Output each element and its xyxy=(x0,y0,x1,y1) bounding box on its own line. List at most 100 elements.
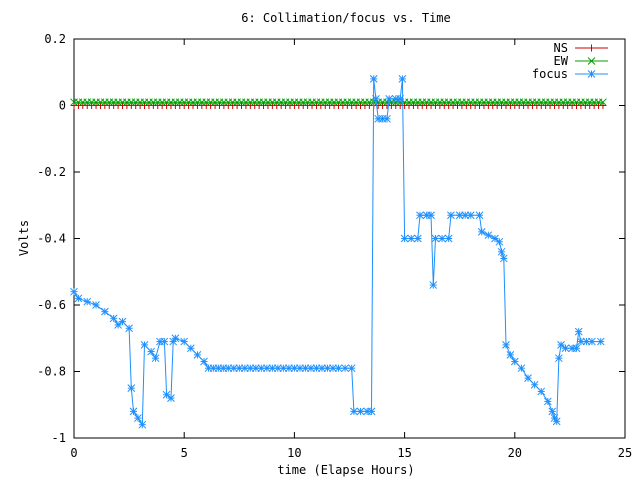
data-point xyxy=(318,364,326,373)
data-point xyxy=(398,75,407,83)
data-point xyxy=(396,94,405,103)
data-point xyxy=(101,307,109,316)
legend-marker xyxy=(587,70,596,78)
series-line-focus xyxy=(73,78,601,427)
legend-marker xyxy=(587,57,596,65)
data-point xyxy=(246,364,255,373)
chart-title: 6: Collimation/focus vs. Time xyxy=(241,11,451,25)
data-point xyxy=(171,334,180,343)
series-ew xyxy=(70,98,607,107)
legend-label: NS xyxy=(554,41,568,55)
data-point xyxy=(129,407,138,416)
legend-item-ew: EW xyxy=(554,54,608,68)
data-point xyxy=(572,344,581,353)
y-tick-label: -0.8 xyxy=(37,365,66,379)
data-point xyxy=(200,357,208,366)
data-point xyxy=(537,387,546,396)
x-axis: 0 5 10 15 20 25 xyxy=(70,39,632,460)
data-point xyxy=(347,364,356,373)
data-point xyxy=(70,287,78,296)
data-point xyxy=(162,390,171,399)
data-point xyxy=(83,297,92,306)
y-tick-label: -0.4 xyxy=(37,232,66,246)
x-axis-title: time (Elapse Hours) xyxy=(277,463,414,477)
legend-item-focus: focus xyxy=(532,67,608,81)
data-point xyxy=(416,211,424,220)
y-axis-title: Volts xyxy=(17,220,31,256)
data-point xyxy=(296,364,304,373)
data-point xyxy=(599,98,607,107)
data-point xyxy=(530,380,539,389)
data-point xyxy=(74,294,83,303)
data-point xyxy=(350,407,358,416)
data-point xyxy=(356,407,365,416)
series-focus xyxy=(70,75,605,429)
data-point xyxy=(510,357,519,366)
y-tick-label: 0.2 xyxy=(44,32,66,46)
x-tick-label: 25 xyxy=(618,446,632,460)
data-point xyxy=(438,234,446,243)
data-point xyxy=(431,234,440,243)
data-point xyxy=(517,364,526,373)
data-point xyxy=(167,394,175,402)
series-ns xyxy=(70,102,607,109)
data-point xyxy=(186,344,195,353)
y-tick-label: -0.2 xyxy=(37,165,66,179)
data-point xyxy=(180,337,189,346)
x-tick-label: 0 xyxy=(70,446,77,460)
x-tick-label: 20 xyxy=(508,446,522,460)
data-point xyxy=(240,364,249,373)
data-point xyxy=(552,417,561,426)
data-point xyxy=(557,341,565,349)
data-point xyxy=(407,234,416,243)
legend-label: focus xyxy=(532,67,568,81)
data-point xyxy=(372,94,380,103)
data-point xyxy=(477,227,486,236)
data-point xyxy=(555,354,563,363)
y-axis: 0.2 0 -0.2 -0.4 -0.6 -0.8 -1 xyxy=(37,32,625,445)
data-point xyxy=(125,324,133,333)
data-point xyxy=(118,317,127,326)
legend-marker xyxy=(588,44,595,52)
data-point xyxy=(367,407,376,416)
data-point xyxy=(502,341,510,349)
legend-label: EW xyxy=(554,54,569,68)
data-point xyxy=(495,237,504,246)
data-point xyxy=(444,234,453,243)
data-point xyxy=(109,314,118,323)
data-point xyxy=(301,364,310,373)
data-point xyxy=(599,102,607,109)
data-point xyxy=(475,211,484,220)
data-point xyxy=(455,211,464,220)
data-point xyxy=(429,281,438,289)
data-point xyxy=(160,337,169,346)
data-point xyxy=(491,234,499,243)
legend-item-ns: NS xyxy=(554,41,608,55)
data-point xyxy=(497,247,506,256)
data-point xyxy=(147,347,155,356)
data-point xyxy=(574,327,583,336)
data-point xyxy=(151,354,160,363)
data-point xyxy=(447,211,455,220)
data-point xyxy=(92,301,100,309)
data-point xyxy=(427,211,435,220)
data-point xyxy=(383,114,391,123)
data-point xyxy=(134,414,142,422)
x-tick-label: 10 xyxy=(287,446,301,460)
x-tick-label: 5 xyxy=(181,446,188,460)
data-point xyxy=(251,364,260,373)
x-tick-label: 15 xyxy=(397,446,411,460)
series-layer xyxy=(70,75,607,429)
data-point xyxy=(127,384,136,392)
data-point xyxy=(561,344,570,353)
data-point xyxy=(506,351,515,359)
data-point xyxy=(138,420,147,429)
y-tick-label: -1 xyxy=(52,431,66,445)
y-tick-label: -0.6 xyxy=(37,298,66,312)
data-point xyxy=(385,94,394,103)
data-point xyxy=(466,211,475,220)
data-point xyxy=(544,397,552,406)
data-point xyxy=(499,254,508,263)
